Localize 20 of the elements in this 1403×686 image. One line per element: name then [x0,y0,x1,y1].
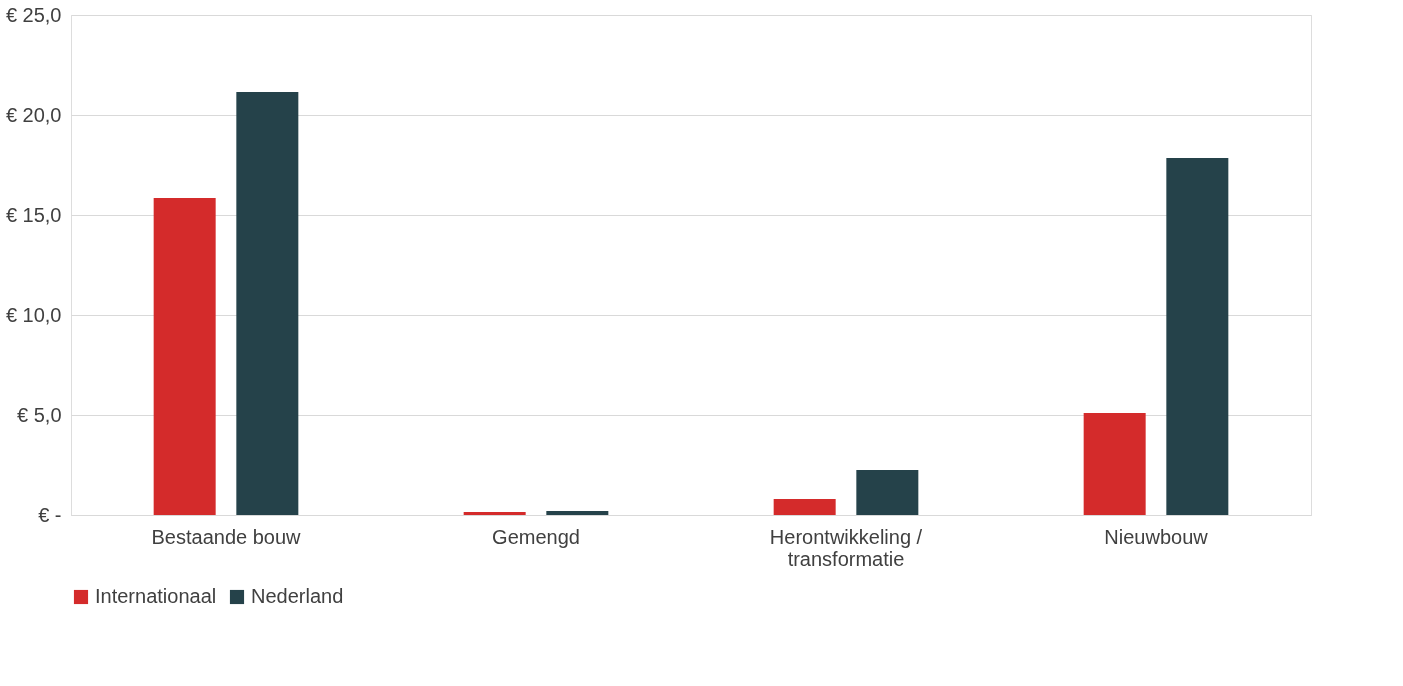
legend-label: Internationaal [95,585,217,607]
y-tick-label: € 5,0 [17,403,62,426]
bar [153,198,216,515]
bar [236,92,299,515]
bar [463,512,526,515]
bar [1166,158,1229,515]
y-tick-label: € 25,0 [5,3,62,26]
y-tick-label: € - [38,503,62,526]
legend-label: Nederland [251,585,344,607]
bar [546,511,609,515]
y-tick-label: € 10,0 [5,303,62,326]
bar [773,499,836,515]
bar [856,470,919,515]
bar [1083,413,1146,515]
x-tick-label: Bestaande bouw [151,525,302,548]
x-tick-label: Nieuwbouw [1104,525,1209,548]
y-tick-label: € 15,0 [5,203,62,226]
x-tick-label: Gemengd [492,525,580,548]
x-tick-label: Herontwikkeling / transformatie [769,525,923,570]
y-tick-label: € 20,0 [5,103,62,126]
